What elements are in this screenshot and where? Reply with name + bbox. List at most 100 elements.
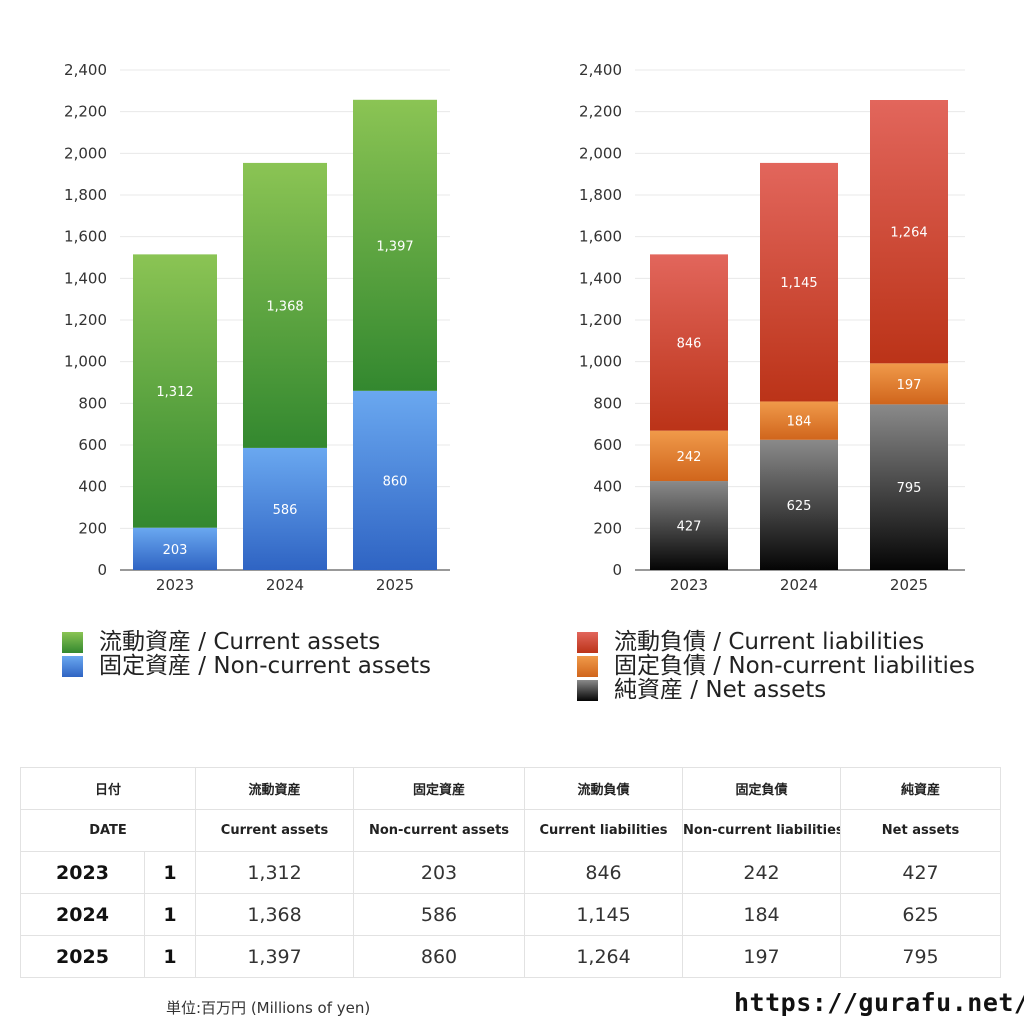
y-tick-label: 400 [78,478,107,496]
cell-noncurrent-liabilities: 184 [682,893,842,936]
y-tick-label: 2,200 [579,103,622,121]
bar-segment [243,162,327,448]
legend-label: 流動負債 / Current liabilities [614,629,925,655]
table-row: 2025 1 1,397 860 1,264 197 795 [20,935,1002,978]
x-tick-label: 2023 [156,576,194,594]
cell-noncurrent-liabilities: 197 [682,935,842,978]
y-tick-label: 2,200 [64,103,107,121]
y-tick-label: 200 [78,519,107,537]
bar-segment [133,527,217,570]
bar-value-label: 197 [897,378,922,393]
y-tick-label: 1,800 [579,186,622,204]
cell-net-assets: 625 [840,893,1002,936]
y-tick-label: 1,600 [579,228,622,246]
bar-segment [870,100,948,364]
x-tick-label: 2025 [890,576,928,594]
liabilities-chart-svg: 0 200 400 600 800 1,000 1,200 1,400 1,600 1,800 2,… [579,61,965,594]
cell-noncurrent-liabilities: 242 [682,851,842,894]
legend-label: 純資産 / Net assets [614,677,827,703]
bar-segment [353,99,437,391]
liabilities-legend: 流動負債 / Current liabilities 固定負債 / Non-cur… [577,630,975,702]
cell-current-liabilities: 846 [524,851,684,894]
header-current-assets-jp: 流動資産 [195,767,355,810]
bar-value-label: 586 [273,503,298,518]
bar-value-label: 1,312 [156,385,193,400]
cell-net-assets: 795 [840,935,1002,978]
bar-value-label: 1,397 [376,239,413,254]
header-current-liabilities-en: Current liabilities [524,809,684,852]
cell-noncurrent-assets: 203 [353,851,526,894]
bar-segment [760,439,838,570]
bar-value-label: 1,145 [780,276,817,291]
legend-swatch [577,679,598,701]
legend-item: 純資産 / Net assets [577,678,975,702]
cell-noncurrent-assets: 586 [353,893,526,936]
header-noncurrent-liabilities-en: Non-current liabilities [682,809,842,852]
x-tick-label: 2025 [376,576,414,594]
y-tick-label: 2,000 [64,144,107,162]
table-row: 2023 1 1,312 203 846 242 427 [20,851,1002,894]
bar-segment [870,363,948,405]
assets-legend: 流動資産 / Current assets 固定資産 / Non-current … [62,630,431,678]
unit-note: 単位:百万円 (Millions of yen) [166,999,371,1017]
cell-current-liabilities: 1,264 [524,935,684,978]
y-tick-label: 2,400 [579,61,622,79]
legend-swatch [62,655,83,677]
row-year: 2024 [20,893,145,936]
table-row: 2024 1 1,368 586 1,145 184 625 [20,893,1002,936]
legend-label: 固定負債 / Non-current liabilities [614,653,975,679]
bar-value-label: 184 [787,415,812,430]
y-tick-label: 1,000 [64,353,107,371]
y-tick-label: 200 [593,519,622,537]
y-tick-label: 1,200 [579,311,622,329]
y-tick-label: 1,000 [579,353,622,371]
cell-current-assets: 1,397 [195,935,355,978]
assets-chart-svg: 0 200 400 600 800 1,000 1,200 1,400 1,600 1,800 2,… [64,61,450,594]
y-tick-label: 2,400 [64,61,107,79]
y-tick-label: 600 [78,436,107,454]
legend-item: 流動資産 / Current assets [62,630,431,654]
site-url-link[interactable]: https://gurafu.net/ [734,988,1024,1017]
header-current-liabilities-jp: 流動負債 [524,767,684,810]
legend-swatch [577,655,598,677]
cell-net-assets: 427 [840,851,1002,894]
y-tick-label: 1,600 [64,228,107,246]
liabilities-chart: 0 200 400 600 800 1,000 1,200 1,400 1,600 1,800 2,… [512,0,1024,620]
bar-value-label: 860 [383,474,408,489]
bar-segment [133,254,217,528]
legend-label: 流動資産 / Current assets [99,629,381,655]
cell-noncurrent-assets: 860 [353,935,526,978]
x-tick-label: 2023 [670,576,708,594]
row-year: 2025 [20,935,145,978]
balance-sheet-table: 日付 流動資産 固定資産 流動負債 固定負債 純資産 DATE Current … [19,767,1002,978]
bar-segment [650,430,728,482]
bar-value-label: 1,264 [890,226,927,241]
bar-segment [760,162,838,402]
header-net-assets-jp: 純資産 [840,767,1002,810]
y-tick-label: 1,400 [579,269,622,287]
row-month: 1 [143,935,197,978]
header-noncurrent-assets-jp: 固定資産 [353,767,526,810]
header-current-assets-en: Current assets [195,809,355,852]
row-month: 1 [143,893,197,936]
bar-value-label: 1,368 [266,299,303,314]
x-tick-label: 2024 [780,576,818,594]
legend-label: 固定資産 / Non-current assets [99,653,432,679]
bar-value-label: 795 [897,481,922,496]
header-net-assets-en: Net assets [840,809,1002,852]
row-year: 2023 [20,851,145,894]
bar-value-label: 203 [163,543,188,558]
header-date-jp: 日付 [19,767,197,810]
bar-segment [243,447,327,570]
y-tick-label: 1,200 [64,311,107,329]
y-tick-label: 0 [612,561,622,579]
bar-segment [353,390,437,570]
bar-value-label: 242 [677,450,702,465]
header-noncurrent-liabilities-jp: 固定負債 [682,767,842,810]
y-tick-label: 1,800 [64,186,107,204]
bar-value-label: 625 [787,499,812,514]
legend-item: 流動負債 / Current liabilities [577,630,975,654]
bar-segment [870,404,948,570]
row-month: 1 [143,851,197,894]
x-tick-label: 2024 [266,576,304,594]
